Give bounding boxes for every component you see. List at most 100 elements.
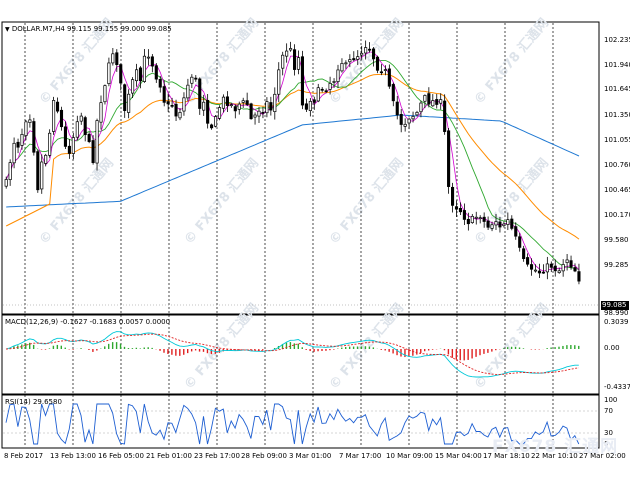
candle-body (518, 236, 522, 248)
dropdown-triangle-icon[interactable]: ▼ (5, 26, 10, 33)
candle-body (115, 52, 119, 65)
candle-body (182, 97, 186, 112)
candle-body (174, 103, 178, 117)
candle-body (285, 50, 289, 57)
candle-body (447, 130, 451, 187)
candle-body (415, 111, 419, 116)
candle-body (214, 116, 218, 127)
time-label: 27 Mar 02:00 (579, 452, 626, 460)
candle-body (138, 67, 143, 82)
candle-body (32, 121, 36, 153)
rsi-axis-label: 100 (604, 396, 618, 404)
candle-body (241, 100, 245, 103)
price-label: 100.170 (604, 211, 630, 219)
candle-body (470, 215, 474, 224)
candle-body (387, 68, 391, 87)
candle-body (206, 99, 210, 124)
symbol-info: DOLLAR.M7,H4 99.115 99.155 99.000 99.085 (11, 25, 172, 33)
candle-body (119, 64, 123, 84)
candle-body (91, 140, 95, 164)
candle-body (99, 102, 103, 123)
candle-body (59, 109, 64, 128)
candle-body (304, 103, 308, 110)
candle-body (427, 93, 431, 105)
time-label: 10 Mar 09:00 (386, 452, 433, 460)
candle-body (162, 86, 166, 103)
rsi-line (5, 403, 580, 445)
candle-body (478, 217, 482, 220)
candle-body (40, 161, 44, 190)
time-label: 3 Mar 01:00 (289, 452, 332, 460)
price-label: 102.235 (604, 36, 630, 44)
candle-body (221, 96, 226, 109)
candle-body (435, 99, 439, 105)
candle-body (71, 137, 75, 154)
candle-body (533, 269, 538, 272)
candle-body (423, 95, 427, 102)
brand-watermark: FX678 汇通网 (492, 437, 619, 457)
candle-body (494, 221, 498, 226)
moving-averages (5, 51, 580, 272)
candle-body (277, 69, 281, 95)
time-label: 7 Mar 17:00 (339, 452, 382, 460)
candle-body (577, 271, 581, 282)
vertical-grid (24, 23, 554, 447)
candle-body (146, 56, 150, 59)
time-label: 15 Mar 04:00 (435, 452, 482, 460)
time-label: 8 Feb 2017 (4, 452, 44, 460)
candle-body (154, 65, 158, 80)
candle-body (439, 99, 443, 104)
macd-plot (5, 331, 580, 378)
time-label: 17 Mar 18:10 (483, 452, 530, 460)
candle-body (372, 48, 376, 60)
watermark-text: © FX678 汇通网 (471, 15, 552, 107)
candle-body (474, 216, 478, 219)
candle-body (399, 114, 403, 125)
candlesticks (3, 40, 598, 306)
candle-body (79, 115, 83, 122)
current-price-marker: 99.085 (601, 301, 629, 310)
price-label: 99.285 (604, 261, 629, 269)
candle-body (482, 216, 486, 222)
candle-body (257, 110, 261, 117)
candle-body (48, 132, 52, 156)
watermark-text: © FX678 汇通网 (181, 155, 262, 247)
candle-body (458, 207, 463, 213)
candle-body (466, 218, 470, 225)
candle-body (87, 133, 91, 142)
time-label: 22 Mar 10:10 (531, 452, 578, 460)
candle-body (107, 62, 111, 84)
candle-body (131, 79, 135, 94)
candle-body (502, 223, 506, 227)
candle-body (498, 221, 502, 228)
candle-body (265, 101, 269, 114)
price-label: 100.465 (604, 186, 630, 194)
candle-body (344, 62, 348, 65)
candle-body (352, 58, 356, 61)
candle-body (296, 57, 301, 70)
candle-body (111, 53, 115, 64)
candle-body (75, 121, 79, 138)
candle-body (12, 142, 16, 164)
candle-body (20, 134, 24, 146)
ma-200-line (6, 114, 580, 208)
candle-body (233, 106, 237, 112)
candle-body (348, 59, 352, 63)
candle-body (210, 124, 214, 129)
candle-body (529, 264, 534, 270)
candle-body (549, 263, 553, 268)
watermark-text: © FX678 汇通网 (36, 155, 117, 247)
candle-body (300, 56, 305, 106)
candle-body (565, 259, 569, 263)
price-label: 101.940 (604, 61, 630, 69)
candle-body (561, 264, 565, 272)
candle-body (510, 218, 514, 229)
candle-body (541, 271, 545, 274)
candle-body (67, 145, 71, 154)
candle-body (419, 102, 423, 113)
candle-body (557, 270, 561, 273)
candle-body (336, 69, 340, 82)
candle-body (379, 71, 384, 74)
